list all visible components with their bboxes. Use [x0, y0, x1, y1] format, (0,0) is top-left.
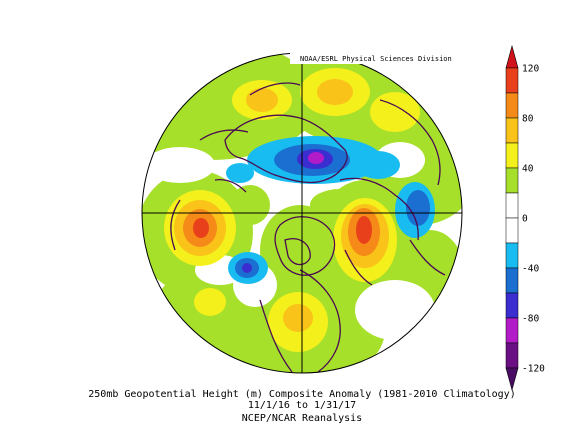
- colorbar-tick-label: -80: [522, 314, 539, 325]
- coastlines: [170, 82, 446, 373]
- colorbar: 120 80 40 0 -40 -80 -120: [505, 44, 545, 392]
- credit-box: NOAA/ESRL Physical Sciences Division: [290, 52, 470, 64]
- colorbar-tick-label: 0: [522, 214, 528, 225]
- colorbar-bin-5: [505, 192, 519, 219]
- colorbar-bin-6: [505, 217, 519, 244]
- colorbar-bin-10: [505, 317, 519, 344]
- caption-date-range: 11/1/16 to 1/31/17: [248, 400, 356, 411]
- colorbar-bin-11: [505, 342, 519, 369]
- anomaly-negative-extreme: [308, 152, 324, 164]
- colorbar-tick-label: 120: [522, 64, 539, 75]
- grid-axes: [142, 53, 462, 373]
- colorbar-bin-7: [505, 242, 519, 269]
- credit-label: NOAA/ESRL Physical Sciences Division: [300, 55, 452, 63]
- colorbar-tick-label: 40: [522, 164, 534, 175]
- anomaly-positive-extreme: [193, 216, 372, 244]
- colorbar-bin-2: [505, 117, 519, 144]
- colorbar-bin-0: [505, 67, 519, 94]
- colorbar-bin-4: [505, 167, 519, 194]
- colorbar-tick-label: 80: [522, 114, 534, 125]
- colorbar-bin-1: [505, 92, 519, 119]
- anomaly-neutral: [145, 142, 435, 340]
- colorbar-arrow-bottom: [505, 367, 519, 392]
- colorbar-bin-3: [505, 142, 519, 169]
- anomaly-field: [142, 53, 462, 373]
- colorbar-tick-label: -120: [522, 364, 545, 375]
- colorbar-tick-label: -40: [522, 264, 539, 275]
- colorbar-bin-8: [505, 267, 519, 294]
- polar-map: [141, 52, 463, 374]
- colorbar-arrow-top: [505, 44, 519, 69]
- caption-title: 250mb Geopotential Height (m) Composite …: [88, 389, 515, 400]
- caption-source: NCEP/NCAR Reanalysis: [242, 413, 362, 424]
- colorbar-bin-9: [505, 292, 519, 319]
